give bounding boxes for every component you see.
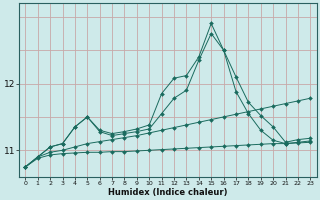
X-axis label: Humidex (Indice chaleur): Humidex (Indice chaleur): [108, 188, 228, 197]
